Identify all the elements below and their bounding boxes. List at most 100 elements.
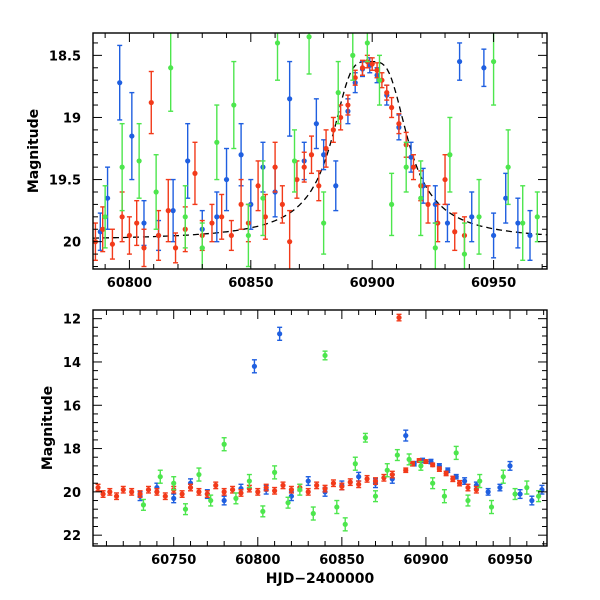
- data-point-red: [192, 141, 198, 206]
- top-panel: 60800 60850 60900 60950 18.5 19 19.5 20 Magnitu…: [26, 32, 548, 291]
- data-point-red: [162, 492, 168, 501]
- data-point-red: [238, 489, 244, 497]
- data-point-green: [520, 185, 526, 262]
- data-point-red: [442, 154, 448, 206]
- top-x-tick-label: 60950: [471, 276, 516, 291]
- data-point-green: [505, 129, 511, 206]
- data-point-green: [291, 129, 298, 193]
- bottom-panel: 60750 60800 60850 60900 60950 12 14 16 18 20 22 Ma…: [40, 309, 548, 587]
- data-point-blue: [104, 166, 111, 230]
- bottom-x-tick-label: 60900: [403, 553, 448, 568]
- data-point-red: [308, 135, 315, 175]
- data-point-red: [465, 483, 471, 492]
- data-point-red: [287, 209, 293, 269]
- data-point-blue: [527, 209, 533, 262]
- data-point-green: [384, 463, 390, 478]
- data-point-green: [272, 465, 278, 480]
- data-point-green: [488, 499, 495, 515]
- data-point-red: [219, 193, 225, 240]
- data-point-red: [330, 479, 337, 488]
- data-point-red: [389, 96, 395, 119]
- top-y-tick-label: 20: [63, 236, 81, 251]
- data-point-red: [255, 160, 261, 212]
- data-point-blue: [485, 487, 491, 496]
- data-point-red: [369, 57, 375, 71]
- data-point-blue: [481, 48, 487, 88]
- data-point-red: [352, 69, 358, 86]
- data-point-blue: [462, 477, 468, 485]
- bottom-x-tick-label: 60850: [319, 553, 364, 568]
- data-point-green: [196, 467, 202, 482]
- data-point-blue: [223, 147, 230, 212]
- bottom-y-axis-label: Magnitude: [40, 386, 56, 470]
- data-point-red: [305, 487, 311, 496]
- data-point-green: [208, 494, 214, 507]
- data-point-red: [172, 232, 179, 264]
- data-point-red: [372, 477, 379, 485]
- data-point-green: [310, 506, 316, 521]
- data-point-red: [384, 84, 390, 101]
- data-point-blue: [529, 495, 535, 506]
- data-point-green: [136, 122, 142, 199]
- x-axis-label: HJD−2400000: [266, 571, 375, 587]
- data-point-red: [347, 478, 353, 487]
- data-point-green: [376, 54, 383, 106]
- data-point-red: [148, 70, 154, 135]
- data-point-red: [272, 486, 278, 495]
- data-point-blue: [356, 471, 362, 482]
- data-point-green: [285, 496, 291, 509]
- data-point-blue: [497, 483, 503, 492]
- data-point-blue: [287, 60, 293, 137]
- data-point-blue: [403, 429, 409, 442]
- data-point-red: [141, 228, 147, 268]
- data-point-green: [512, 487, 518, 501]
- data-point-blue: [515, 197, 521, 249]
- data-point-red: [322, 484, 328, 493]
- data-point-blue: [171, 493, 177, 504]
- top-y-axis-label: Magnitude: [26, 109, 42, 193]
- data-point-red: [423, 458, 429, 465]
- data-point-red: [456, 479, 463, 487]
- data-point-red: [100, 490, 106, 498]
- data-point-green: [418, 460, 424, 471]
- data-point-green: [260, 160, 266, 237]
- data-point-green: [524, 480, 530, 495]
- data-point-red: [137, 490, 143, 498]
- data-point-red: [436, 466, 442, 473]
- data-point-green: [157, 469, 163, 484]
- data-point-red: [450, 475, 456, 483]
- top-y-tick-label: 19: [63, 111, 81, 126]
- data-point-red: [443, 470, 449, 477]
- data-point-red: [229, 485, 236, 494]
- data-point-red: [95, 483, 101, 492]
- bottom-x-tick-label: 60750: [151, 553, 196, 568]
- data-point-red: [280, 481, 286, 490]
- data-point-red: [339, 482, 345, 491]
- data-point-green: [362, 432, 368, 443]
- data-point-blue: [277, 326, 283, 342]
- data-point-red: [316, 170, 322, 202]
- data-point-red: [403, 467, 409, 474]
- data-point-green: [490, 33, 497, 106]
- data-point-red: [255, 487, 261, 496]
- data-point-green: [274, 33, 281, 81]
- data-point-red: [396, 113, 402, 135]
- data-point-red: [272, 141, 278, 193]
- data-point-green: [461, 222, 468, 269]
- data-point-blue: [170, 178, 176, 243]
- data-point-blue: [469, 191, 475, 243]
- data-point-green: [231, 60, 237, 150]
- data-point-green: [260, 505, 266, 518]
- data-point-blue: [238, 122, 244, 187]
- data-point-blue: [456, 42, 463, 81]
- bottom-y-tick-label: 22: [63, 529, 81, 544]
- data-point-green: [233, 492, 239, 505]
- data-point-green: [246, 473, 252, 489]
- data-point-green: [535, 490, 542, 503]
- data-point-green: [168, 33, 174, 112]
- data-point-red: [410, 154, 417, 181]
- data-point-red: [356, 480, 362, 489]
- bottom-panel-axes: 60750 60800 60850 60900 60950 12 14 16 18 20 22: [63, 309, 547, 568]
- data-point-red: [100, 206, 106, 253]
